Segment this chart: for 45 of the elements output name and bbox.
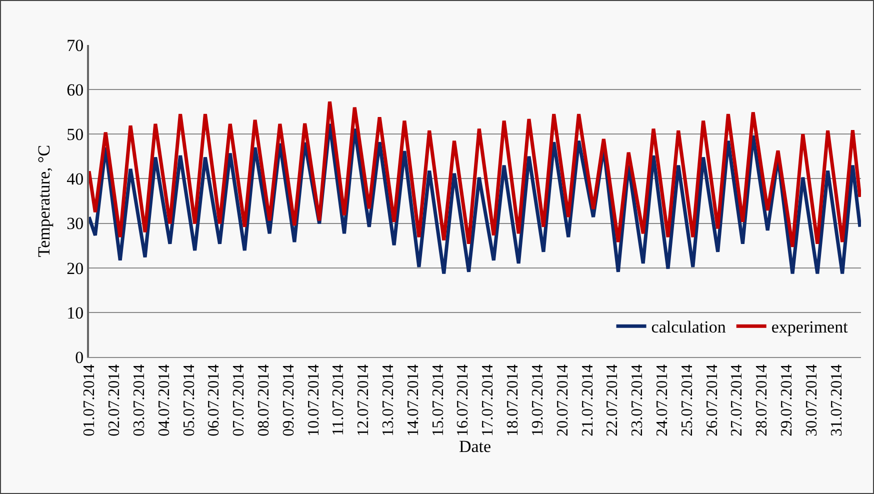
- y-tick-label: 10: [66, 303, 84, 322]
- x-tick-label: 14.07.2014: [404, 364, 422, 436]
- y-tick-label: 30: [66, 214, 84, 234]
- x-tick-label: 28.07.2014: [754, 364, 771, 436]
- x-tick-label: 15.07.2014: [430, 364, 447, 436]
- legend-label: experiment: [771, 318, 848, 337]
- y-tick-label: 50: [66, 125, 84, 144]
- x-tick-label: 27.07.2014: [728, 364, 746, 436]
- x-tick-label: 31.07.2014: [828, 364, 846, 436]
- x-tick-label: 22.07.2014: [604, 364, 622, 436]
- x-tick-label: 16.07.2014: [454, 364, 472, 436]
- x-tick-label: 10.07.2014: [305, 364, 322, 436]
- x-tick-label: 29.07.2014: [778, 364, 796, 436]
- x-tick-label: 11.07.2014: [330, 364, 348, 436]
- x-tick-label: 09.07.2014: [280, 364, 298, 436]
- x-tick-label: 26.07.2014: [704, 364, 721, 436]
- y-tick-label: 0: [75, 348, 84, 367]
- x-tick-label: 19.07.2014: [529, 364, 546, 436]
- x-tick-label: 01.07.2014: [81, 364, 98, 436]
- line-series: [89, 100, 861, 249]
- x-tick-label: 04.07.2014: [156, 364, 173, 436]
- x-tick-label: 06.07.2014: [206, 364, 223, 436]
- x-tick-label: 23.07.2014: [629, 364, 646, 436]
- x-tick-label: 13.07.2014: [380, 364, 398, 436]
- x-tick-label: 20.07.2014: [554, 364, 572, 436]
- y-axis-title: Temperature, °C: [34, 144, 54, 258]
- x-tick-label: 17.07.2014: [480, 364, 497, 436]
- x-axis-title: Date: [458, 436, 492, 456]
- x-tick-label: 12.07.2014: [355, 364, 372, 436]
- y-tick-label: 70: [66, 36, 84, 55]
- y-tick-label: 20: [66, 258, 84, 278]
- x-tick-label: 30.07.2014: [803, 364, 820, 436]
- x-tick-label: 25.07.2014: [678, 364, 696, 436]
- x-tick-label: 24.07.2014: [654, 364, 671, 436]
- y-tick-label: 60: [66, 80, 84, 100]
- x-tick-label: 08.07.2014: [256, 364, 273, 436]
- x-tick-label: 05.07.2014: [180, 364, 198, 436]
- x-tick-label: 18.07.2014: [504, 364, 522, 436]
- line-series: [89, 122, 861, 276]
- x-tick-label: 02.07.2014: [106, 364, 124, 436]
- x-tick-label: 21.07.2014: [579, 364, 596, 436]
- legend-label: calculation: [651, 318, 726, 337]
- x-tick-label: 03.07.2014: [131, 364, 148, 436]
- y-tick-label: 40: [66, 170, 84, 189]
- x-tick-label: 07.07.2014: [230, 364, 248, 436]
